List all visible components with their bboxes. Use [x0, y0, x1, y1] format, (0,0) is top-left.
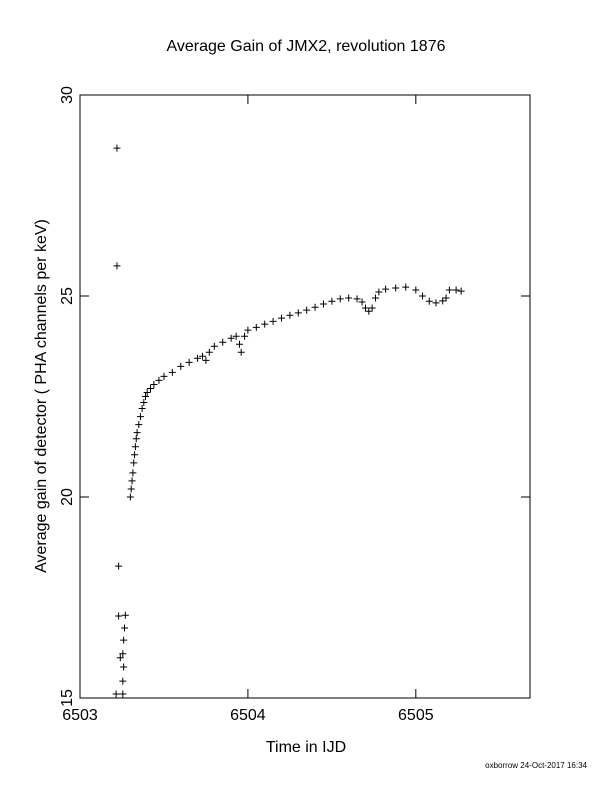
point — [150, 380, 158, 388]
point — [232, 332, 240, 340]
point — [452, 286, 460, 294]
point — [210, 342, 218, 350]
point — [375, 288, 383, 296]
point — [445, 286, 453, 294]
point — [120, 624, 128, 632]
footer: oxborrow 24-Oct-2017 16:34 — [485, 761, 587, 770]
point — [311, 303, 319, 311]
point — [205, 348, 213, 356]
y-tick-label: 30 — [59, 86, 76, 104]
point — [432, 299, 440, 307]
y-tick-label: 20 — [59, 488, 76, 506]
point — [353, 295, 361, 303]
y-axis-label: Average gain of detector ( PHA channels … — [33, 219, 50, 573]
point — [442, 294, 450, 302]
point — [168, 368, 176, 376]
point — [121, 611, 129, 619]
point — [425, 297, 433, 305]
point — [113, 262, 121, 270]
point — [133, 429, 141, 437]
point — [382, 285, 390, 293]
point — [252, 323, 260, 331]
point — [160, 372, 168, 380]
point — [128, 477, 136, 485]
y-tick-label: 15 — [59, 689, 76, 707]
x-axis-label: Time in IJD — [266, 739, 346, 756]
point — [202, 356, 210, 364]
point — [136, 413, 144, 421]
point — [112, 690, 120, 698]
point — [177, 362, 185, 370]
point — [457, 287, 465, 295]
point — [219, 338, 227, 346]
point — [119, 677, 127, 685]
point — [113, 144, 121, 152]
point — [115, 612, 123, 620]
chart-title: Average Gain of JMX2, revolution 1876 — [167, 38, 446, 55]
point — [392, 284, 400, 292]
point — [294, 309, 302, 317]
point — [127, 485, 135, 493]
point — [303, 306, 311, 314]
point — [116, 654, 124, 662]
point — [194, 354, 202, 362]
point — [419, 292, 427, 300]
point — [141, 393, 149, 400]
point — [365, 307, 373, 315]
point — [336, 295, 344, 303]
x-tick-label: 6504 — [230, 707, 266, 724]
point — [277, 314, 285, 322]
point — [131, 451, 139, 459]
point — [199, 352, 207, 360]
point — [227, 334, 235, 342]
point — [345, 294, 353, 302]
point — [132, 435, 140, 443]
point — [269, 317, 277, 325]
point — [361, 304, 369, 312]
point — [135, 421, 143, 429]
point — [244, 326, 252, 334]
point — [119, 690, 127, 698]
plot-frame — [79, 94, 531, 699]
point — [143, 388, 151, 396]
point — [236, 340, 244, 348]
point — [147, 384, 155, 392]
point — [241, 332, 249, 340]
point — [140, 399, 148, 407]
point — [120, 663, 128, 671]
point — [130, 459, 138, 467]
point — [372, 294, 380, 302]
point — [319, 300, 327, 308]
point — [368, 304, 376, 312]
point — [261, 320, 269, 328]
point — [120, 636, 128, 644]
point — [358, 298, 366, 306]
point — [126, 493, 134, 501]
point — [115, 562, 123, 570]
point — [119, 650, 127, 658]
point — [237, 348, 245, 356]
point — [402, 283, 410, 291]
point — [131, 443, 139, 451]
point — [185, 358, 193, 366]
y-tick-label: 25 — [59, 287, 76, 305]
point — [286, 311, 294, 319]
x-tick-label: 6505 — [398, 707, 434, 724]
point — [328, 297, 336, 305]
point — [155, 376, 163, 384]
point — [138, 405, 146, 413]
x-tick-label: 6503 — [62, 707, 98, 724]
point — [412, 286, 420, 294]
point — [129, 469, 137, 477]
